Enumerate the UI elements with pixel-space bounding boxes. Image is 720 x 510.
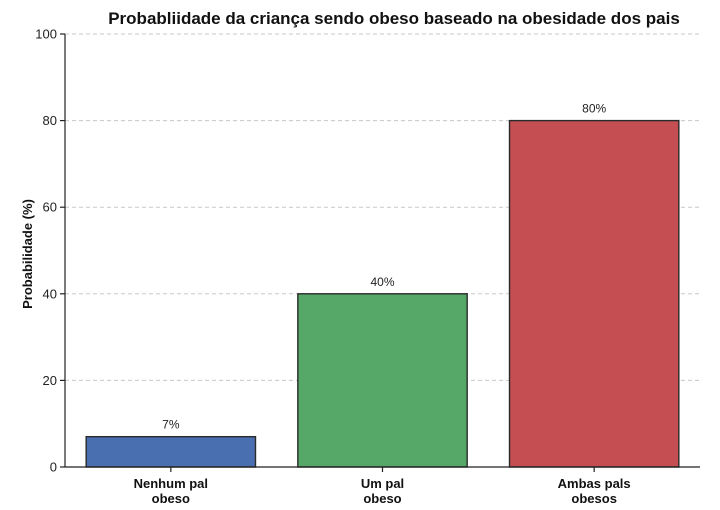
y-tick-label: 20 [43, 373, 57, 388]
bar-3 [508, 119, 680, 468]
x-tick-label: obeso [363, 491, 401, 506]
x-tick-label: obeso [152, 491, 190, 506]
y-axis-label: Probabilidade (%) [20, 199, 35, 309]
data-labels: 7% 40% 80% [162, 102, 606, 432]
x-tick-label: Ambas pals [558, 476, 631, 491]
y-tick-label: 40 [43, 286, 57, 301]
y-tick-label: 60 [43, 200, 57, 215]
bar-2 [297, 293, 468, 468]
x-tick-label: obesos [571, 491, 617, 506]
chart-title: Probabliidade da criança sendo obeso bas… [108, 9, 680, 28]
y-tick-label: 100 [35, 27, 57, 42]
bar-1 [85, 435, 257, 468]
data-label-3: 80% [582, 102, 606, 116]
data-label-2: 40% [370, 275, 394, 289]
x-tick-label: Um pal [361, 476, 404, 491]
data-label-1: 7% [162, 418, 180, 432]
y-tick-label: 80 [43, 113, 57, 128]
x-tick-label: Nenhum pal [134, 476, 208, 491]
y-tick-label: 0 [50, 460, 57, 475]
axes [60, 33, 700, 472]
bars [85, 119, 680, 468]
